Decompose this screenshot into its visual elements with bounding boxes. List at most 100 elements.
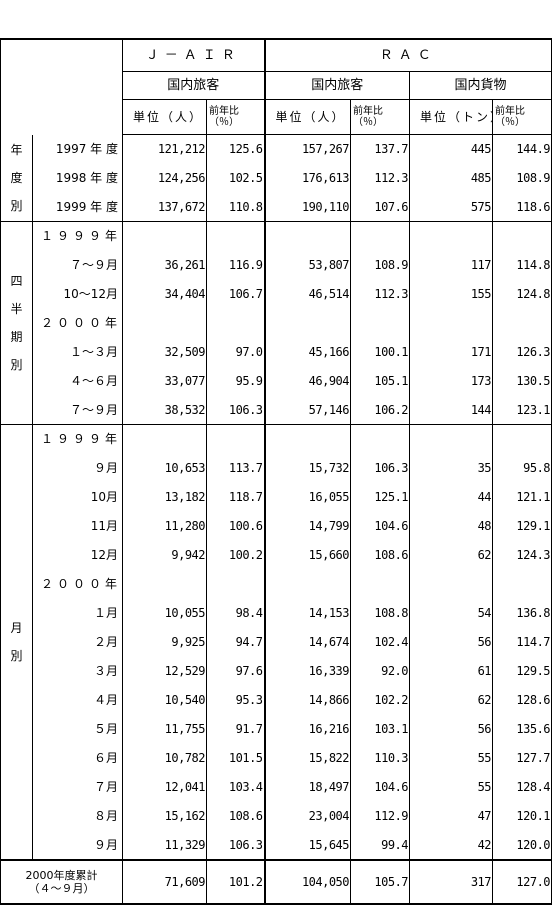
row-label: ９月 bbox=[32, 453, 123, 483]
rac-passengers: 14,866 bbox=[263, 685, 351, 715]
group-label-annual: 年度別 bbox=[0, 134, 33, 222]
table-row: １～３月 32,509 97.0 45,166 100.1 171 126.3 bbox=[1, 337, 552, 367]
total-label: 2000年度累計 （４～９月） bbox=[0, 858, 123, 905]
table-row: ７月 12,041 103.4 18,497 104.6 55 128.4 bbox=[1, 772, 552, 802]
rac-cargo: 42 bbox=[409, 830, 493, 860]
rac-cargo-yoy-header: 前年比 （％） bbox=[492, 99, 552, 135]
rac-passengers: 16,216 bbox=[263, 714, 351, 744]
rac-cargo-yoy: 135.6 bbox=[492, 714, 552, 744]
rac-cargo: 171 bbox=[409, 337, 493, 367]
rac-passengers-yoy: 104.6 bbox=[350, 511, 410, 541]
rac-cargo: 445 bbox=[409, 134, 493, 164]
jair-passengers-yoy: 98.4 bbox=[205, 598, 265, 628]
group-label-monthly: 月別 bbox=[0, 424, 33, 860]
jair-passengers: 11,329 bbox=[164, 837, 206, 852]
jair-passengers: 12,041 bbox=[164, 780, 206, 794]
rac-passengers: 46,904 bbox=[263, 366, 351, 396]
empty-cell bbox=[263, 424, 351, 454]
jair-passengers: 13,182 bbox=[164, 490, 206, 504]
empty-cell bbox=[350, 569, 410, 599]
rac-passengers: 15,732 bbox=[263, 453, 351, 483]
rac-passengers-yoy: 102.2 bbox=[350, 685, 410, 715]
jair-passengers: 10,540 bbox=[164, 693, 206, 707]
jair-passengers-yoy: 106.3 bbox=[205, 830, 265, 860]
empty-cell bbox=[350, 424, 410, 454]
rac-cargo-yoy: 129.5 bbox=[492, 656, 552, 686]
rac-cargo: 485 bbox=[409, 163, 493, 193]
table-row: 12月 9,942 100.2 15,660 108.6 62 124.3 bbox=[1, 540, 552, 570]
rac-cargo: 117 bbox=[409, 250, 493, 280]
rac-cargo: 61 bbox=[409, 656, 493, 686]
rac-cargo: 48 bbox=[409, 511, 493, 541]
group-label-quarterly: 四半期別 bbox=[0, 221, 33, 425]
table-row: ４～６月 33,077 95.9 46,904 105.1 173 130.5 bbox=[1, 366, 552, 396]
jair-passengers-yoy: 106.7 bbox=[205, 279, 265, 309]
row-label: 11月 bbox=[32, 511, 123, 541]
rac-cargo: 47 bbox=[409, 801, 493, 831]
empty-cell bbox=[492, 308, 552, 338]
empty-cell bbox=[409, 569, 493, 599]
jair-passengers: 9,942 bbox=[171, 548, 205, 562]
jair-passengers-yoy: 97.0 bbox=[205, 337, 265, 367]
rac-passengers: 16,055 bbox=[263, 482, 351, 512]
empty-cell bbox=[350, 221, 410, 251]
rac-cargo-yoy: 108.9 bbox=[492, 163, 552, 193]
row-label: ４～６月 bbox=[32, 366, 123, 396]
rac-passengers: 23,004 bbox=[263, 801, 351, 831]
rac-passengers: 14,799 bbox=[263, 511, 351, 541]
row-label: ３月 bbox=[32, 656, 123, 686]
table-row: ４月 10,540 95.3 14,866 102.2 62 128.6 bbox=[1, 685, 552, 715]
empty-cell bbox=[492, 424, 552, 454]
rac-passengers-yoy: 105.1 bbox=[350, 366, 410, 396]
rac-cargo-yoy: 123.1 bbox=[492, 395, 552, 425]
rac-cargo-yoy: 128.4 bbox=[492, 772, 552, 802]
rac-passengers: 14,674 bbox=[263, 627, 351, 657]
empty-cell bbox=[205, 424, 265, 454]
rac-passengers-yoy: 125.1 bbox=[350, 482, 410, 512]
row-label: 10～12月 bbox=[32, 279, 123, 309]
row-label: ８月 bbox=[32, 801, 123, 831]
year-label: ２０００年 bbox=[32, 308, 123, 338]
table-row: ９月 11,329 106.3 15,645 99.4 42 120.0 bbox=[1, 830, 552, 860]
rac-passengers-yoy: 104.6 bbox=[350, 772, 410, 802]
total-rac-cargo: 317 bbox=[409, 858, 493, 905]
rac-cargo-yoy: 95.8 bbox=[492, 453, 552, 483]
row-label: 12月 bbox=[32, 540, 123, 570]
jair-passengers: 9,925 bbox=[171, 635, 205, 649]
rac-cargo-header: 国内貨物 bbox=[409, 71, 552, 100]
row-label: 10月 bbox=[32, 482, 123, 512]
row-label: 1999 年 度 bbox=[32, 192, 123, 222]
empty-cell bbox=[263, 308, 351, 338]
total-rac-cargo-yoy: 127.0 bbox=[492, 858, 552, 905]
jair-passengers-yoy: 113.7 bbox=[205, 453, 265, 483]
rac-passengers-yoy: 106.3 bbox=[350, 453, 410, 483]
airline-b-header: ＲＡＣ bbox=[263, 38, 552, 72]
jair-passengers: 124,256 bbox=[157, 171, 206, 185]
row-label: １月 bbox=[32, 598, 123, 628]
rac-passengers-yoy: 92.0 bbox=[350, 656, 410, 686]
rac-cargo: 56 bbox=[409, 714, 493, 744]
rac-cargo-yoy: 114.7 bbox=[492, 627, 552, 657]
total-jair-passengers-yoy: 101.2 bbox=[205, 858, 265, 905]
rac-passengers-yoy: 137.7 bbox=[350, 134, 410, 164]
table-row: ２０００年 bbox=[1, 569, 552, 599]
row-label: 1998 年 度 bbox=[32, 163, 123, 193]
total-rac-passengers: 104,050 bbox=[263, 858, 351, 905]
empty-cell bbox=[205, 221, 265, 251]
rac-cargo: 62 bbox=[409, 685, 493, 715]
rac-cargo: 35 bbox=[409, 453, 493, 483]
rac-passengers-yoy: 108.8 bbox=[350, 598, 410, 628]
empty-cell bbox=[123, 309, 207, 338]
jair-passengers-yoy: 100.2 bbox=[205, 540, 265, 570]
total-jair-passengers: 71,609 bbox=[122, 858, 207, 905]
rac-cargo-yoy: 130.5 bbox=[492, 366, 552, 396]
total-row: 2000年度累計 （４～９月） 71,609 101.2 104,050 105.7 317… bbox=[0, 858, 552, 905]
jair-passengers: 10,055 bbox=[164, 606, 206, 620]
rac-passengers-yoy: 112.9 bbox=[350, 801, 410, 831]
row-label: ５月 bbox=[32, 714, 123, 744]
corner-cell bbox=[0, 38, 123, 135]
rac-passengers: 190,110 bbox=[263, 192, 351, 222]
jair-passengers-yoy: 108.6 bbox=[205, 801, 265, 831]
jair-passengers: 38,532 bbox=[164, 402, 206, 417]
empty-cell bbox=[409, 424, 493, 454]
